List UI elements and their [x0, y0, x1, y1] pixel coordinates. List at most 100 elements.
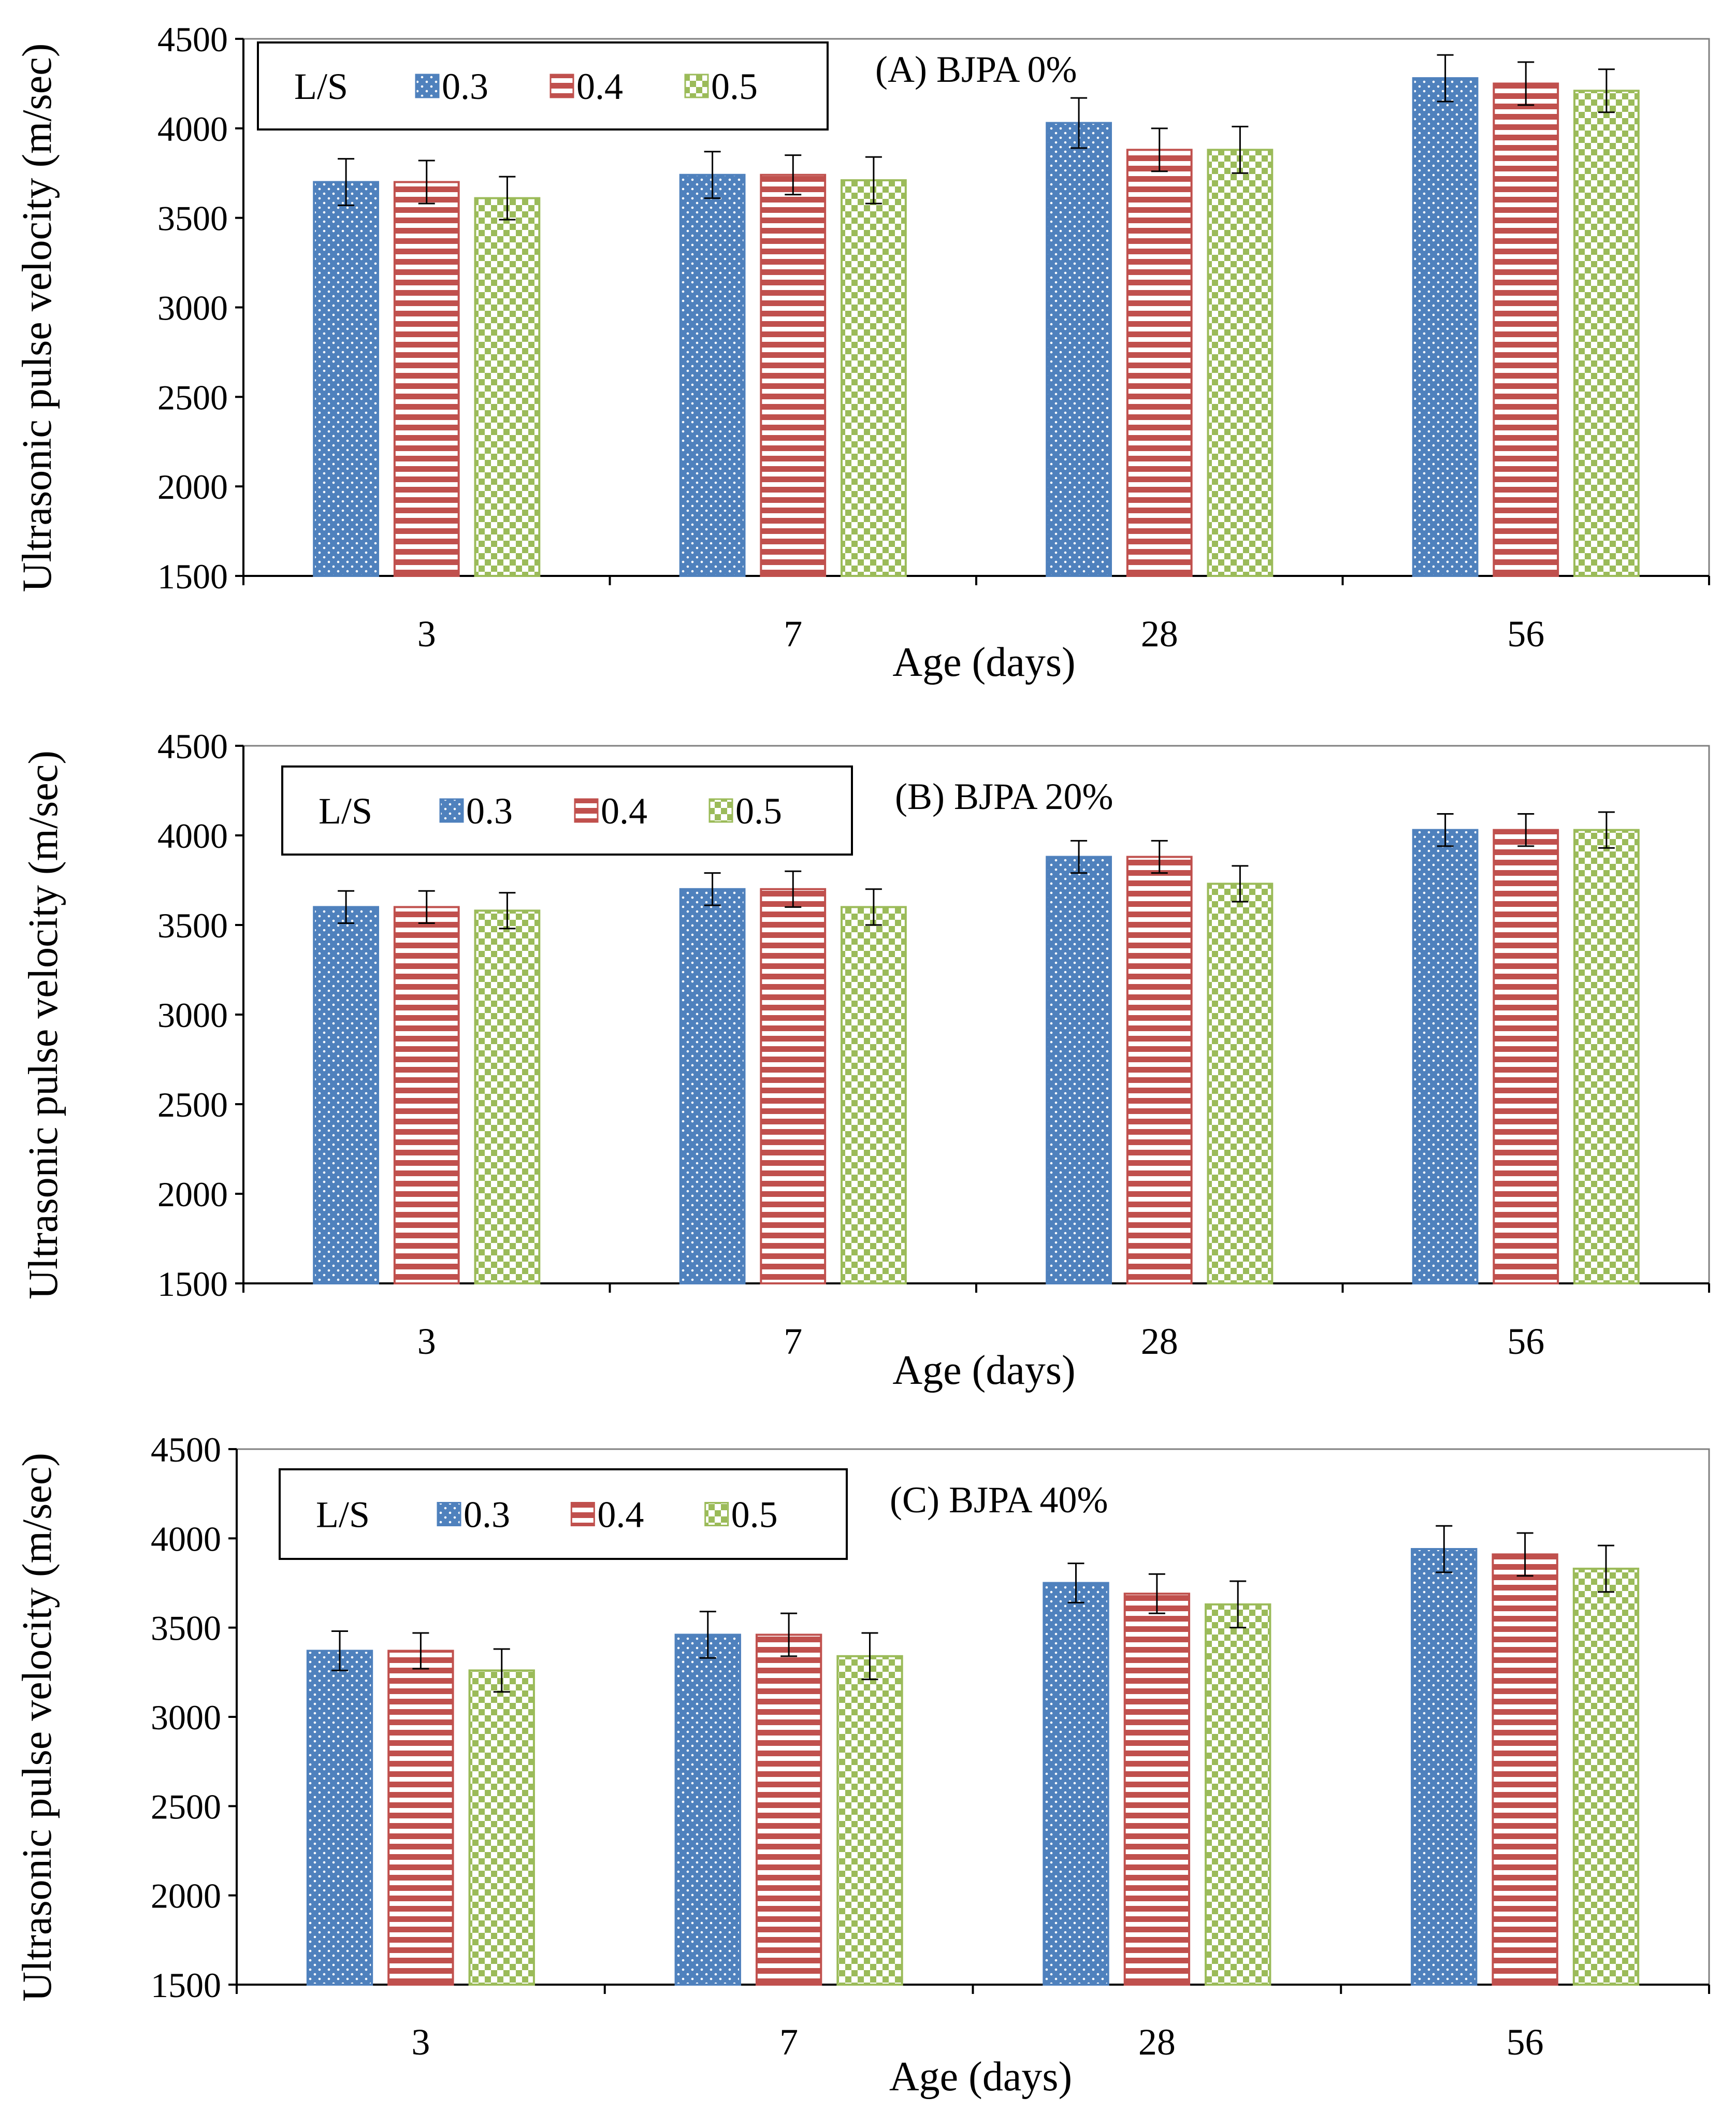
bar-ls-0.5-day-28 — [1207, 149, 1274, 577]
error-bar — [1517, 61, 1535, 106]
legend-swatch-0.3 — [415, 74, 440, 98]
bar-ls-0.3-day-3 — [306, 1650, 373, 1986]
y-axis-title: Ultrasonic pulse velocity (m/sec) — [21, 750, 66, 1299]
legend-label-0.4: 0.4 — [597, 1494, 644, 1536]
x-tick-label: 3 — [417, 1321, 436, 1362]
bar-ls-0.5-day-7 — [840, 179, 907, 577]
bar-ls-0.5-day-3 — [468, 1669, 535, 1986]
y-tick-label: 3500 — [151, 1609, 221, 1648]
y-tick-label: 1500 — [151, 1965, 221, 2005]
error-bar — [785, 154, 802, 196]
error-bar — [338, 890, 355, 924]
chart-panel-1: 1500 2000 2500 3000 3500 4000 4500 3 7 28 56 Age (d… — [15, 20, 1710, 685]
legend-label-0.5: 0.5 — [731, 1494, 778, 1536]
error-bar — [785, 870, 802, 908]
bar-ls-0.5-day-56 — [1573, 829, 1640, 1284]
legend-box — [279, 1468, 848, 1560]
y-tick-label: 3500 — [157, 199, 228, 238]
bar-ls-0.3-day-56 — [1411, 1548, 1478, 1986]
y-tick-label: 4500 — [157, 20, 228, 59]
legend-label-0.4: 0.4 — [601, 790, 647, 832]
legend-swatch-0.5 — [684, 74, 709, 98]
bar-ls-0.4-day-3 — [393, 181, 460, 577]
error-bar — [418, 160, 435, 205]
x-tick-label: 7 — [784, 613, 802, 655]
legend-swatch-0.4 — [574, 798, 599, 823]
y-tick-label: 4000 — [157, 816, 228, 856]
y-tick-label: 4500 — [157, 727, 228, 766]
bar-ls-0.4-day-3 — [393, 906, 460, 1284]
y-tick-label: 4500 — [151, 1430, 221, 1469]
bar-ls-0.4-day-56 — [1493, 829, 1559, 1284]
bar-ls-0.5-day-7 — [836, 1655, 903, 1986]
bar-ls-0.3-day-3 — [313, 181, 380, 577]
y-tick-label: 2000 — [157, 1175, 228, 1214]
bar-ls-0.4-day-56 — [1493, 82, 1559, 577]
error-bar — [1232, 865, 1249, 903]
error-bar — [499, 892, 516, 930]
x-tick-label: 3 — [417, 613, 436, 655]
y-tick-label: 3000 — [157, 995, 228, 1035]
legend: L/S 0.3 0.4 0.5 — [257, 41, 829, 131]
chart-panel-3: 1500 2000 2500 3000 3500 4000 4500 3 7 28 56 Age (d… — [15, 1430, 1710, 2100]
x-tick-label: 28 — [1138, 2021, 1176, 2063]
panel-label: (C) BJPA 40% — [890, 1479, 1108, 1521]
error-bar — [780, 1612, 798, 1657]
legend-label-0.3: 0.3 — [442, 66, 488, 107]
x-tick-label: 56 — [1507, 2021, 1544, 2063]
legend-box — [257, 41, 829, 131]
legend-label-0.5: 0.5 — [711, 66, 758, 107]
error-bar — [1598, 811, 1615, 849]
x-axis-title: Age (days) — [892, 640, 1075, 685]
error-bar — [1437, 813, 1454, 847]
y-tick-label: 2500 — [157, 1085, 228, 1124]
y-axis-title: Ultrasonic pulse velocity (m/sec) — [15, 1453, 60, 2002]
error-bar — [331, 1630, 349, 1671]
legend-title: L/S — [319, 790, 372, 832]
bar-ls-0.4-day-28 — [1123, 1593, 1191, 1986]
x-tick-label: 3 — [411, 2021, 430, 2063]
bar-ls-0.5-day-7 — [840, 906, 907, 1284]
x-axis-title: Age (days) — [892, 1348, 1075, 1393]
y-tick-label: 3000 — [157, 288, 228, 328]
bar-ls-0.5-day-56 — [1572, 1567, 1640, 1986]
legend-label-0.3: 0.3 — [466, 790, 513, 832]
bar-ls-0.3-day-7 — [674, 1633, 741, 1986]
error-bar — [704, 151, 721, 199]
bar-ls-0.3-day-56 — [1412, 77, 1479, 577]
y-tick-label: 3500 — [157, 906, 228, 945]
legend-title: L/S — [316, 1494, 370, 1536]
legend-swatch-0.3 — [439, 798, 464, 823]
legend-swatch-0.5 — [704, 1502, 729, 1526]
y-tick-label: 3000 — [151, 1698, 221, 1737]
error-bar — [412, 1632, 429, 1670]
error-bar — [861, 1632, 878, 1681]
legend: L/S 0.3 0.4 0.5 — [281, 765, 853, 856]
error-bar — [1437, 54, 1454, 103]
bar-ls-0.4-day-7 — [755, 1633, 822, 1986]
legend-swatch-0.4 — [570, 1502, 595, 1526]
y-tick-label: 2500 — [151, 1787, 221, 1826]
bar-ls-0.3-day-28 — [1046, 122, 1112, 577]
error-bar — [1232, 125, 1249, 174]
panel-label: (B) BJPA 20% — [895, 776, 1113, 817]
error-bar — [1070, 97, 1088, 149]
error-bar — [499, 176, 516, 221]
bar-ls-0.4-day-7 — [760, 173, 827, 577]
error-bar — [699, 1611, 716, 1659]
error-bar — [1597, 1544, 1614, 1593]
bar-ls-0.3-day-3 — [313, 906, 380, 1284]
error-bar — [1516, 1532, 1534, 1577]
error-bar — [1151, 840, 1168, 874]
legend-label-0.5: 0.5 — [735, 790, 782, 832]
error-bar — [493, 1648, 510, 1693]
bar-ls-0.4-day-7 — [760, 888, 827, 1285]
y-tick-label: 1500 — [157, 557, 228, 596]
bar-ls-0.4-day-28 — [1126, 149, 1193, 577]
bar-ls-0.4-day-28 — [1126, 856, 1193, 1284]
legend-title: L/S — [294, 66, 348, 107]
error-bar — [418, 890, 435, 924]
x-tick-label: 7 — [784, 1321, 802, 1362]
legend-swatch-0.5 — [708, 798, 733, 823]
